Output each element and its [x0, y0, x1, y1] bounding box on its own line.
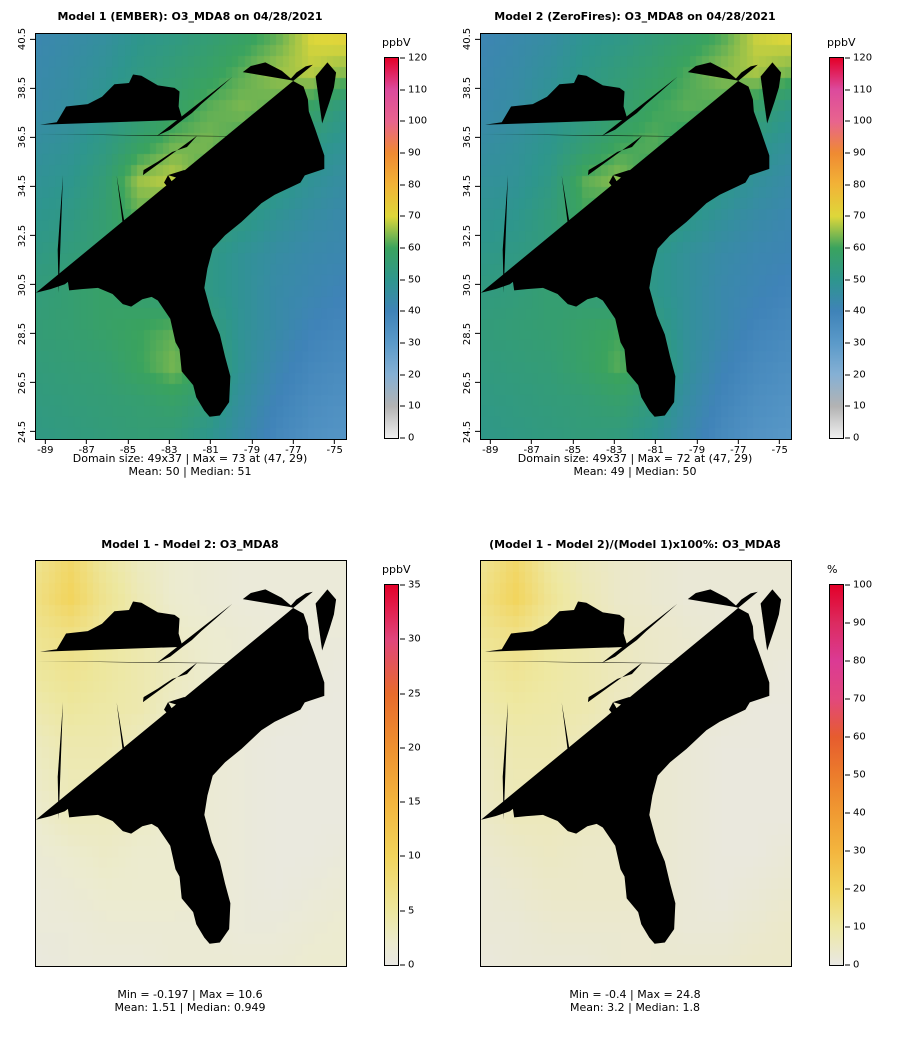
state-borders-overlay: [36, 589, 337, 944]
map-plot-area: [35, 33, 347, 440]
longitude-axis: -89 -87 -85 -83 -81 -79 -77 -75: [35, 439, 345, 459]
caption-line-stats: Mean: 1.51 | Median: 0.949: [114, 1001, 266, 1014]
map-plot-area: [480, 33, 792, 440]
panel-difference-map: Model 1 - Model 2: O3_MDA8 ppbV 0 5 10 15 20…: [0, 520, 455, 1040]
panel-title: (Model 1 - Model 2)/(Model 1)x100%: O3_M…: [489, 538, 781, 551]
colorbar: ppbV 0 10 20 30 40 50 60 70 80 90 100 110 120: [825, 36, 895, 466]
colorbar-gradient: [829, 57, 844, 439]
panel-caption: Min = -0.197 | Max = 10.6 Mean: 1.51 | M…: [35, 988, 345, 1014]
caption-line-minmax: Min = -0.4 | Max = 24.8: [569, 988, 701, 1001]
colorbar-unit-label: ppbV: [382, 36, 411, 49]
caption-line-stats: Mean: 50 | Median: 51: [128, 465, 252, 478]
caption-line-domain: Domain size: 49x37 | Max = 73 at (47, 29…: [72, 452, 308, 465]
caption-line-domain: Domain size: 49x37 | Max = 72 at (47, 29…: [517, 452, 753, 465]
latitude-axis: 24.5 26.5 28.5 30.5 32.5 34.5 36.5 38.5 40.5: [445, 28, 480, 443]
state-borders-overlay: [36, 62, 337, 417]
panel-caption: Domain size: 49x37 | Max = 73 at (47, 29…: [35, 452, 345, 478]
colorbar-unit-label: ppbV: [382, 563, 411, 576]
panel-title: Model 1 (EMBER): O3_MDA8 on 04/28/2021: [57, 10, 323, 23]
colorbar-ticks: 0 5 10 15 20 25 30 35: [400, 580, 445, 971]
colorbar-gradient: [829, 584, 844, 966]
caption-line-stats: Mean: 49 | Median: 50: [573, 465, 697, 478]
panel-caption: Domain size: 49x37 | Max = 72 at (47, 29…: [480, 452, 790, 478]
colorbar-ticks: 0 10 20 30 40 50 60 70 80 90 100 110 120: [845, 53, 890, 444]
panel-caption: Min = -0.4 | Max = 24.8 Mean: 3.2 | Medi…: [480, 988, 790, 1014]
state-borders-overlay: [481, 589, 782, 944]
colorbar-gradient: [384, 584, 399, 966]
state-borders-overlay: [481, 62, 782, 417]
panel-percent-difference-map: (Model 1 - Model 2)/(Model 1)x100%: O3_M…: [445, 520, 900, 1040]
colorbar-ticks: 0 10 20 30 40 50 60 70 80 90 100: [845, 580, 890, 971]
colorbar-ticks: 0 10 20 30 40 50 60 70 80 90 100 110 120: [400, 53, 445, 444]
map-plot-area: [480, 560, 792, 967]
panel-title: Model 1 - Model 2: O3_MDA8: [101, 538, 279, 551]
colorbar: % 0 10 20 30 40 50 60 70 80 90 100: [825, 563, 895, 993]
panel-title: Model 2 (ZeroFires): O3_MDA8 on 04/28/20…: [494, 10, 776, 23]
panel-model1-map: Model 1 (EMBER): O3_MDA8 on 04/28/2021 2…: [0, 0, 455, 520]
longitude-axis: -89 -87 -85 -83 -81 -79 -77 -75: [480, 439, 790, 459]
colorbar: ppbV 0 5 10 15 20 25 30 35: [380, 563, 450, 993]
panel-model2-map: Model 2 (ZeroFires): O3_MDA8 on 04/28/20…: [445, 0, 900, 520]
colorbar: ppbV 0 10 20 30 40 50 60 70 80 90 100 110 120: [380, 36, 450, 466]
latitude-axis: 24.5 26.5 28.5 30.5 32.5 34.5 36.5 38.5 40.5: [0, 28, 35, 443]
colorbar-unit-label: %: [827, 563, 838, 576]
map-plot-area: [35, 560, 347, 967]
caption-line-minmax: Min = -0.197 | Max = 10.6: [117, 988, 263, 1001]
colorbar-gradient: [384, 57, 399, 439]
caption-line-stats: Mean: 3.2 | Median: 1.8: [569, 1001, 701, 1014]
colorbar-unit-label: ppbV: [827, 36, 856, 49]
